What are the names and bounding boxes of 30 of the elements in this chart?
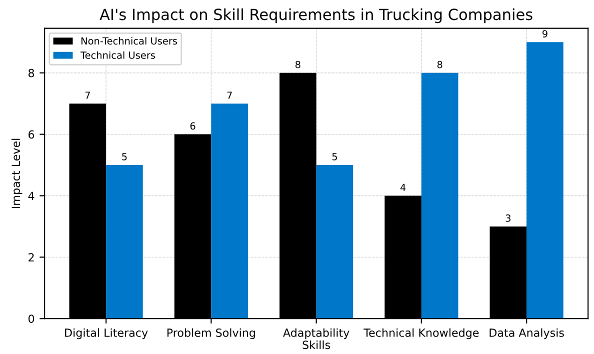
data-label: 5 [122,153,127,160]
bar [526,42,564,319]
bar [211,104,248,319]
bar [421,72,458,319]
data-label: 8 [295,60,300,68]
data-label: 5 [332,153,337,160]
y-axis-title: Impact Level [11,138,22,208]
data-label: 3 [506,214,510,222]
legend-label: Technical Users [80,51,156,59]
x-tick-label: Adaptability [283,328,350,340]
y-tick-label: 6 [28,130,34,139]
legend-label: Non-Technical Users [81,37,178,45]
bar [316,165,354,319]
chart-title: AI's Impact on Skill Requirements in Trucking Companies [100,8,532,24]
y-tick-label: 2 [28,253,34,262]
x-tick-label: Digital Literacy [65,328,148,340]
bar [106,165,143,319]
data-label: 9 [542,30,548,38]
x-tick-label: Technical Knowledge [364,328,479,340]
x-tick-label: Data Analysis [490,328,564,340]
x-axis-title: Skills [302,340,330,350]
data-label: 4 [400,184,406,191]
y-tick-label: 4 [28,192,34,200]
data-label: 7 [85,92,90,99]
data-label: 7 [227,92,232,99]
data-label: 6 [190,122,196,130]
x-tick-label: Problem Solving [167,328,255,340]
y-tick-label: 8 [28,68,34,78]
y-tick-label: 0 [28,314,34,323]
data-label: 8 [437,60,442,68]
